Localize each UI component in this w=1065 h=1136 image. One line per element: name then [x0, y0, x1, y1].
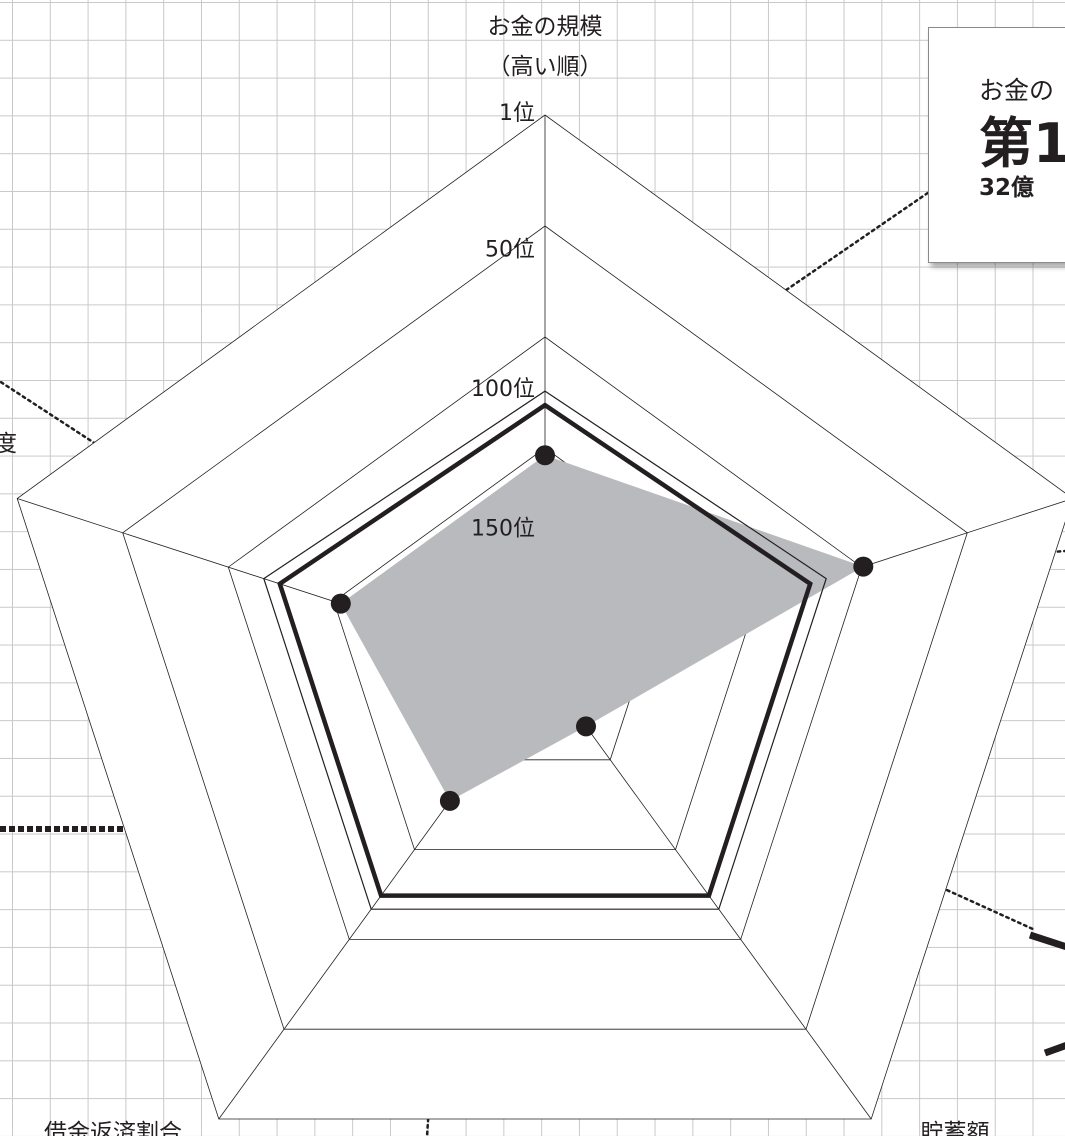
axis-label-partial-left: 度 — [0, 431, 17, 457]
series-area — [340, 455, 864, 801]
rank-tick-label-3: 150位 — [471, 517, 535, 542]
callout-rank: 第1 — [979, 112, 1065, 175]
axis-label-debt-repayment: 借金返済割合 — [44, 1120, 182, 1136]
series-thick-outline — [277, 402, 813, 898]
callout-value: 32億 — [979, 175, 1035, 201]
data-point-4 — [330, 593, 351, 614]
data-point-2 — [576, 716, 596, 737]
data-point-0 — [535, 445, 555, 466]
axis-sublabel-money-scale: （高い順） — [488, 54, 603, 80]
arrow-mark-upper — [1028, 931, 1065, 951]
data-points — [330, 445, 874, 811]
grid-ring-1 — [122, 225, 968, 1030]
chart-labels: 1位 50位 100位 150位 お金の規模 （高い順） 貯蓄額 借金返済割合 度 — [0, 14, 990, 1136]
grid-ring-2 — [227, 336, 863, 940]
data-point-1 — [853, 556, 874, 577]
rank-tick-label-0: 1位 — [499, 101, 535, 126]
rank-tick-label-1: 50位 — [485, 238, 535, 263]
rank-tick-label-2: 100位 — [471, 377, 535, 402]
axis-label-savings: 貯蓄額 — [921, 1120, 990, 1136]
series-thin-outline — [263, 390, 827, 910]
rank-callout-box: お金の 第1 32億 — [928, 27, 1065, 263]
callout-category-label: お金の — [979, 76, 1055, 105]
data-point-3 — [439, 790, 460, 811]
axis-label-money-scale: お金の規模 — [488, 14, 603, 40]
radar-series — [263, 390, 864, 910]
arrow-mark-lower — [1043, 1042, 1065, 1057]
